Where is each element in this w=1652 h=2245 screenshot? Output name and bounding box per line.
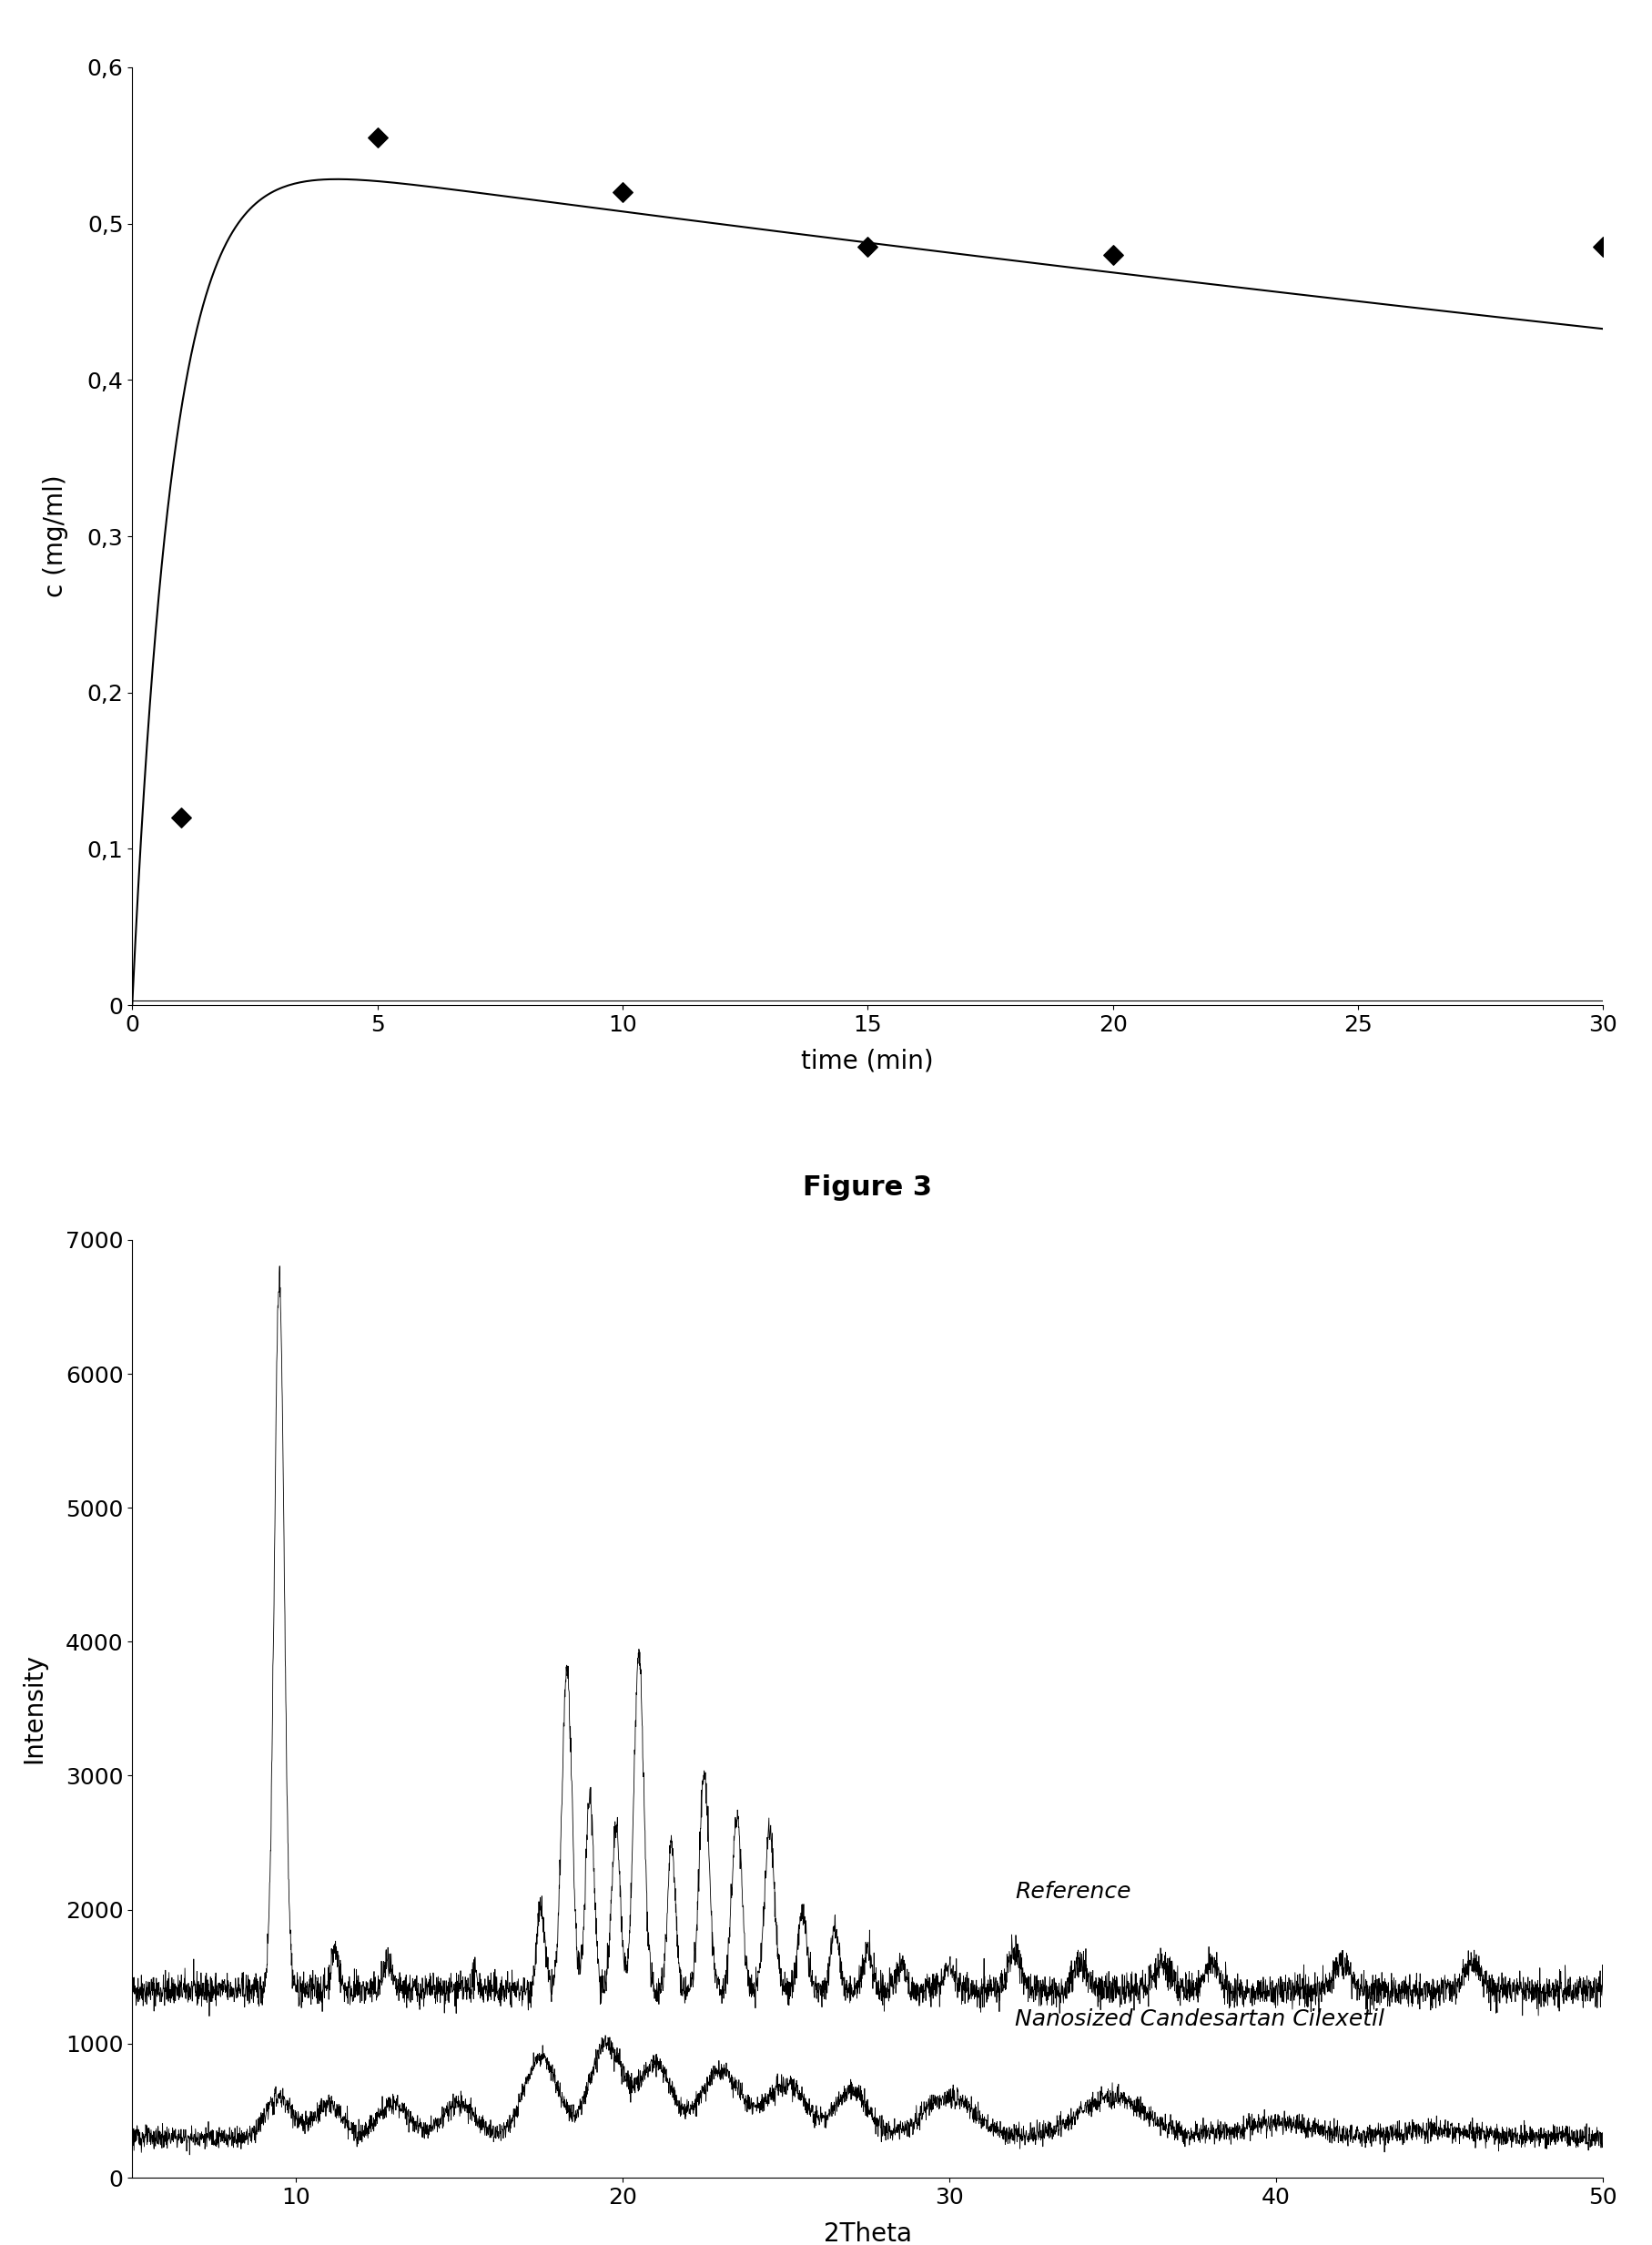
Y-axis label: c (mg/ml): c (mg/ml): [43, 476, 68, 597]
X-axis label: time (min): time (min): [801, 1048, 933, 1073]
Point: [169, 799, 195, 835]
Point: [363, 119, 390, 155]
Text: Figure 3: Figure 3: [803, 1174, 932, 1201]
Y-axis label: Intensity: Intensity: [21, 1655, 46, 1765]
Text: Reference: Reference: [1014, 1881, 1130, 1904]
Point: [610, 175, 636, 211]
Text: Nanosized Candesartan Cilexetil: Nanosized Candesartan Cilexetil: [1014, 2009, 1384, 2029]
X-axis label: 2Theta: 2Theta: [823, 2220, 912, 2245]
Point: [1589, 229, 1616, 265]
Point: [854, 229, 881, 265]
Point: [1099, 238, 1125, 274]
